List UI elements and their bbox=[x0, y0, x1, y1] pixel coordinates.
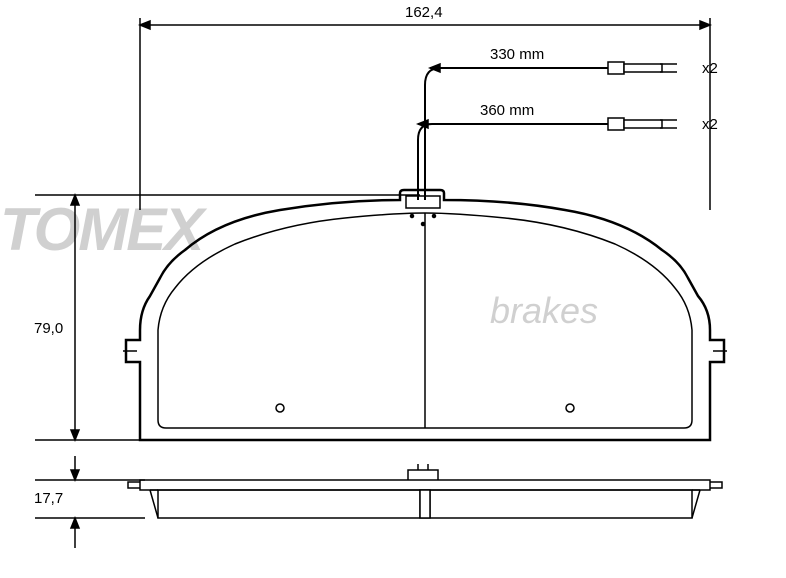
dim-cable1: 330 mm bbox=[490, 46, 544, 63]
dim-total-width: 162,4 bbox=[405, 4, 443, 21]
drawing-svg bbox=[0, 0, 786, 578]
diagram-container: TOMEX brakes bbox=[0, 0, 786, 578]
dim-thickness: 17,7 bbox=[34, 490, 63, 507]
dim-height: 79,0 bbox=[34, 320, 63, 337]
dim-cable2: 360 mm bbox=[480, 102, 534, 119]
dim-cable1-qty: x2 bbox=[702, 60, 718, 77]
dim-cable2-qty: x2 bbox=[702, 116, 718, 133]
